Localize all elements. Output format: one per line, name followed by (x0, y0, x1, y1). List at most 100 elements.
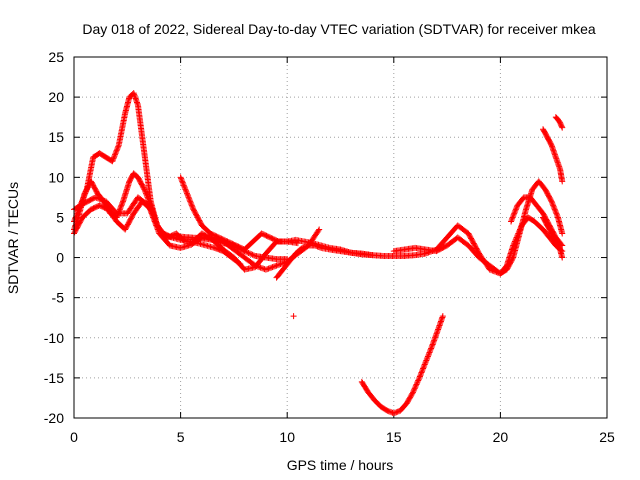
data-point (472, 244, 479, 251)
data-point (470, 239, 477, 246)
data-point (94, 195, 101, 202)
data-point (180, 181, 187, 188)
data-point (187, 199, 194, 206)
y-tick-label: -20 (44, 410, 64, 426)
data-series (71, 90, 566, 417)
y-tick-label: 25 (48, 49, 64, 65)
data-point (152, 217, 159, 224)
data-point (97, 196, 104, 203)
data-point (183, 189, 190, 196)
data-point (509, 214, 516, 221)
x-tick-label: 5 (177, 429, 185, 445)
data-point (98, 196, 105, 203)
data-point (188, 201, 195, 208)
data-point (269, 264, 276, 271)
data-point (554, 213, 561, 220)
data-point (470, 240, 477, 247)
data-point (421, 362, 428, 369)
data-point (262, 266, 269, 273)
data-point (185, 193, 192, 200)
data-point (117, 205, 124, 212)
data-point (265, 265, 272, 272)
data-point (113, 148, 120, 155)
data-point (182, 186, 189, 193)
data-point (412, 384, 419, 391)
data-point (258, 265, 265, 272)
data-point (112, 150, 119, 157)
data-point (116, 206, 123, 213)
data-point (559, 242, 566, 249)
data-point (244, 249, 251, 256)
data-point (508, 217, 515, 224)
data-point (548, 198, 555, 205)
series-isolated (290, 313, 297, 320)
data-point (145, 197, 152, 204)
data-point (511, 210, 518, 217)
data-point (117, 203, 124, 210)
y-tick-label: 10 (48, 169, 64, 185)
data-point (152, 218, 159, 225)
data-point (467, 234, 474, 241)
data-point (424, 354, 431, 361)
data-point (260, 265, 267, 272)
series-arc-10 (552, 114, 566, 131)
data-point (550, 203, 557, 210)
data-point (268, 264, 275, 271)
data-point (513, 205, 520, 212)
plot-frame (73, 56, 608, 419)
y-tick-label: 5 (56, 209, 64, 225)
data-point (119, 199, 126, 206)
data-point (553, 211, 560, 218)
data-point (110, 155, 117, 162)
grid (74, 57, 607, 418)
data-point (427, 348, 434, 355)
data-point (415, 376, 422, 383)
data-point (180, 182, 187, 189)
x-axis-label: GPS time / hours (287, 457, 394, 473)
data-point (466, 232, 473, 239)
chart-title: Day 018 of 2022, Sidereal Day-to-day VTE… (82, 21, 595, 37)
series-arc-9 (540, 126, 566, 185)
data-point (409, 389, 416, 396)
data-point (552, 207, 559, 214)
data-point (142, 189, 149, 196)
data-point (114, 146, 121, 153)
data-point (509, 255, 516, 262)
data-point (552, 209, 559, 216)
data-point (415, 377, 422, 384)
data-point (154, 221, 161, 228)
data-point (113, 147, 120, 154)
y-tick-label: -5 (52, 290, 65, 306)
data-point (559, 124, 566, 131)
y-tick-label: -10 (44, 330, 64, 346)
data-point (118, 202, 125, 209)
data-point (153, 219, 160, 226)
data-point (425, 352, 432, 359)
data-point (264, 266, 271, 273)
data-point (118, 201, 125, 208)
series-arc-11 (540, 214, 566, 261)
data-point (92, 194, 99, 201)
y-tick-label: 20 (48, 89, 64, 105)
data-point (278, 260, 285, 267)
data-point (414, 378, 421, 385)
data-point (272, 263, 279, 270)
data-point (96, 195, 103, 202)
data-point (149, 210, 156, 217)
data-point (147, 206, 154, 213)
data-point (179, 178, 186, 185)
data-point (423, 356, 430, 363)
data-point (150, 213, 157, 220)
data-point (469, 238, 476, 245)
data-point (245, 249, 252, 256)
y-tick-label: -15 (44, 370, 64, 386)
y-tick-label: 0 (56, 250, 64, 266)
data-point (100, 197, 107, 204)
data-point (468, 235, 475, 242)
data-point (427, 346, 434, 353)
data-point (316, 226, 323, 233)
series-arc-4 (71, 198, 301, 273)
data-point (250, 252, 257, 259)
data-point (511, 209, 518, 216)
